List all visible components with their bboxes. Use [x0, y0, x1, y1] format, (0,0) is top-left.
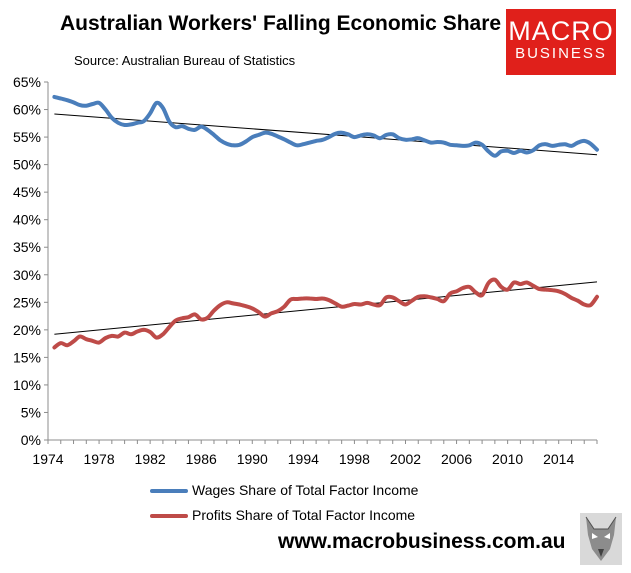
x-tick-label: 1982 [135, 451, 166, 467]
y-tick-label: 5% [21, 404, 41, 420]
y-tick-label: 45% [13, 184, 41, 200]
series-line-wages [52, 94, 599, 158]
y-tick-label: 15% [13, 349, 41, 365]
y-tick-label: 25% [13, 294, 41, 310]
website-url[interactable]: www.macrobusiness.com.au [278, 530, 566, 553]
x-tick-label: 2002 [390, 451, 421, 467]
y-tick-label: 55% [13, 129, 41, 145]
x-tick-label: 1990 [237, 451, 268, 467]
y-tick-label: 0% [21, 432, 41, 448]
y-tick-label: 65% [13, 74, 41, 90]
x-tick-label: 1978 [83, 451, 114, 467]
x-tick-label: 2014 [543, 451, 574, 467]
x-tick-label: 1994 [288, 451, 319, 467]
y-tick-label: 40% [13, 212, 41, 228]
line-chart: 0% 5% 10% 15% 20% 25% 30% 35% 40% 45% 50% 55% 60% 65%… [13, 74, 599, 467]
y-tick-label: 10% [13, 377, 41, 393]
legend-label-profits: Profits Share of Total Factor Income [192, 507, 416, 523]
x-tick-label: 1998 [339, 451, 370, 467]
macrobusiness-logo[interactable]: MACRO BUSINESS [506, 9, 616, 75]
x-tick-label: 1974 [32, 451, 63, 467]
chart-title: Australian Workers' Falling Economic Sha… [60, 12, 502, 35]
trendlines [54, 113, 598, 335]
y-tick-label: 35% [13, 239, 41, 255]
trendline-wages [54, 113, 598, 156]
legend-swatch-wages [150, 489, 188, 494]
x-tick-label: 2006 [441, 451, 472, 467]
legend-swatch-profits [150, 514, 188, 519]
y-tick-label: 30% [13, 267, 41, 283]
logo-line-2: BUSINESS [515, 45, 607, 62]
y-tick-label: 60% [13, 102, 41, 118]
trendline-profits [54, 281, 598, 335]
series-lines [52, 94, 599, 350]
logo-line-1: MACRO [508, 16, 614, 46]
legend-item-wages: Wages Share of Total Factor Income [150, 482, 418, 498]
y-tick-label: 20% [13, 322, 41, 338]
series-line-profits [52, 277, 599, 350]
x-tick-label: 2010 [492, 451, 523, 467]
wolf-emblem-icon [580, 513, 622, 565]
legend-item-profits: Profits Share of Total Factor Income [150, 507, 415, 523]
y-tick-label: 50% [13, 157, 41, 173]
legend-label-wages: Wages Share of Total Factor Income [192, 482, 419, 498]
chart-source: Source: Australian Bureau of Statistics [74, 53, 296, 68]
chart-axes: 0% 5% 10% 15% 20% 25% 30% 35% 40% 45% 50% 55% 60% 65%… [13, 74, 598, 467]
x-tick-label: 1986 [186, 451, 217, 467]
